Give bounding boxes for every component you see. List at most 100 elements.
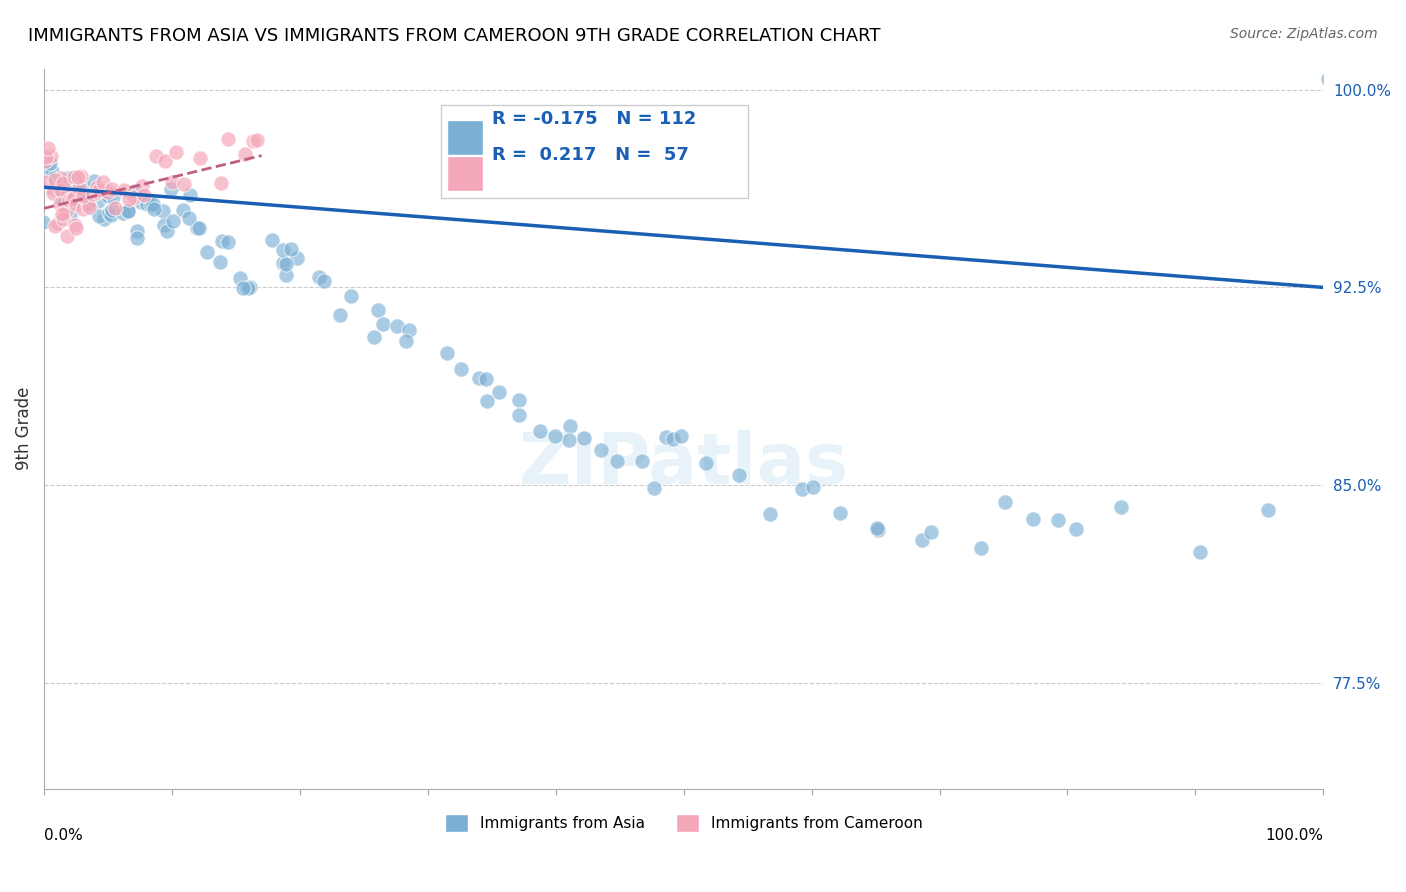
Point bbox=[53, 188, 76, 202]
Point bbox=[79, 200, 101, 214]
Point bbox=[117, 204, 139, 219]
Point bbox=[631, 454, 654, 468]
Point bbox=[87, 194, 110, 208]
Point bbox=[91, 175, 114, 189]
Point bbox=[970, 541, 993, 556]
Point bbox=[111, 206, 134, 220]
Point bbox=[135, 196, 157, 211]
Text: 100.0%: 100.0% bbox=[1265, 828, 1323, 843]
Point bbox=[76, 189, 98, 203]
Point bbox=[280, 242, 302, 256]
Point bbox=[159, 182, 181, 196]
Point bbox=[56, 171, 79, 186]
Point bbox=[56, 229, 79, 244]
Point bbox=[156, 224, 179, 238]
Point bbox=[125, 224, 148, 238]
Point bbox=[1257, 503, 1279, 517]
Point bbox=[329, 308, 352, 322]
Point bbox=[1317, 71, 1340, 86]
Point bbox=[477, 393, 499, 408]
Point bbox=[662, 432, 685, 446]
Point bbox=[308, 270, 330, 285]
Point bbox=[276, 268, 298, 283]
Point bbox=[141, 197, 163, 211]
Point bbox=[100, 182, 122, 196]
Point bbox=[373, 317, 395, 331]
Point bbox=[127, 231, 149, 245]
Point bbox=[759, 507, 782, 521]
Point bbox=[153, 218, 176, 232]
Text: R =  0.217   N =  57: R = 0.217 N = 57 bbox=[492, 146, 689, 164]
Point bbox=[233, 147, 256, 161]
Point bbox=[63, 169, 86, 184]
Point bbox=[179, 187, 201, 202]
Point bbox=[83, 174, 105, 188]
Point bbox=[260, 233, 283, 247]
Point bbox=[114, 183, 136, 197]
Point bbox=[152, 203, 174, 218]
Point bbox=[172, 203, 194, 218]
Point bbox=[65, 194, 87, 208]
Point bbox=[51, 192, 73, 206]
Point bbox=[529, 424, 551, 438]
Point bbox=[145, 149, 167, 163]
Point bbox=[669, 428, 692, 442]
Point bbox=[911, 533, 934, 548]
Point bbox=[34, 153, 56, 168]
Point bbox=[1109, 500, 1132, 515]
Point bbox=[450, 362, 472, 376]
Point bbox=[1189, 545, 1212, 559]
Point bbox=[132, 187, 155, 202]
Point bbox=[287, 251, 309, 265]
Point bbox=[58, 193, 80, 207]
Text: 0.0%: 0.0% bbox=[44, 828, 83, 843]
Point bbox=[46, 216, 69, 230]
Point bbox=[209, 177, 232, 191]
Point bbox=[104, 201, 127, 215]
Point bbox=[42, 182, 65, 196]
Point bbox=[142, 197, 165, 211]
Point bbox=[60, 192, 83, 206]
Point bbox=[271, 243, 294, 257]
Point bbox=[790, 482, 813, 496]
Point bbox=[76, 197, 98, 211]
Point bbox=[179, 211, 201, 225]
Legend: Immigrants from Asia, Immigrants from Cameroon: Immigrants from Asia, Immigrants from Ca… bbox=[439, 807, 928, 838]
Point bbox=[129, 194, 152, 209]
Text: ZIPatlas: ZIPatlas bbox=[519, 430, 849, 499]
Point bbox=[591, 443, 613, 458]
Point bbox=[42, 170, 65, 185]
Point bbox=[124, 184, 146, 198]
Point bbox=[395, 334, 418, 349]
Point bbox=[606, 453, 628, 467]
Point bbox=[165, 145, 187, 159]
Point bbox=[65, 197, 87, 211]
Point bbox=[72, 202, 94, 216]
Point bbox=[101, 202, 124, 217]
Point bbox=[49, 183, 72, 197]
Point bbox=[97, 189, 120, 203]
Point bbox=[488, 384, 510, 399]
Point bbox=[34, 162, 56, 177]
Text: R = -0.175   N = 112: R = -0.175 N = 112 bbox=[492, 110, 696, 128]
Point bbox=[100, 208, 122, 222]
Point bbox=[55, 204, 77, 219]
Point bbox=[35, 176, 58, 190]
Point bbox=[475, 372, 498, 386]
Point bbox=[153, 154, 176, 169]
Point bbox=[508, 393, 530, 408]
Point bbox=[37, 141, 59, 155]
Point bbox=[236, 281, 259, 295]
FancyBboxPatch shape bbox=[447, 156, 482, 191]
Point bbox=[195, 244, 218, 259]
Point bbox=[101, 190, 124, 204]
Point bbox=[86, 180, 108, 194]
Point bbox=[695, 456, 717, 470]
Point bbox=[217, 235, 239, 250]
Point bbox=[72, 180, 94, 194]
Point bbox=[75, 190, 97, 204]
Point bbox=[51, 207, 73, 221]
Point bbox=[1064, 522, 1087, 536]
Point bbox=[436, 346, 458, 360]
Point bbox=[39, 156, 62, 170]
